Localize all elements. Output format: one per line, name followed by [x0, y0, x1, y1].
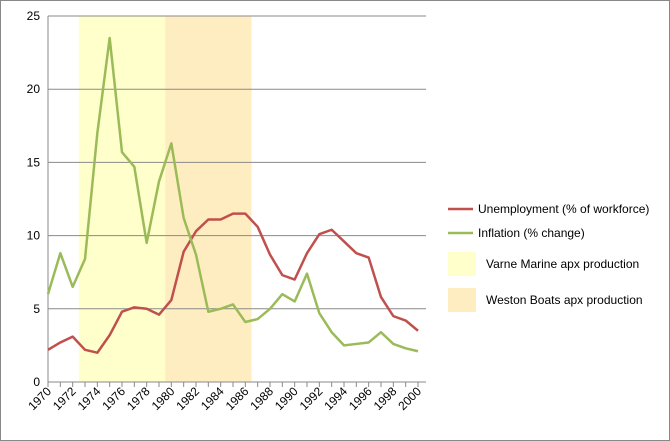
x-tick-label: 1982 — [173, 384, 202, 413]
x-tick-label: 1974 — [75, 384, 104, 413]
y-tick-label: 0 — [33, 375, 40, 389]
x-tick-label: 1972 — [50, 384, 79, 413]
band-0 — [78, 16, 166, 382]
y-tick-label: 20 — [27, 82, 41, 96]
legend-band-swatch-1 — [448, 288, 476, 312]
legend-label: Inflation (% change) — [478, 226, 585, 240]
y-tick-label: 10 — [27, 229, 41, 243]
y-tick-label: 15 — [27, 155, 41, 169]
y-tick-label: 25 — [27, 9, 41, 23]
x-tick-label: 1996 — [346, 384, 375, 413]
x-tick-label: 1978 — [124, 384, 153, 413]
x-tick-label: 1998 — [371, 384, 400, 413]
legend-band-swatch-0 — [448, 252, 476, 276]
x-tick-label: 1986 — [223, 384, 252, 413]
x-tick-label: 2000 — [395, 384, 424, 413]
band-1 — [165, 16, 252, 382]
legend-label: Unemployment (% of workforce) — [478, 202, 649, 216]
x-tick-label: 1988 — [247, 384, 276, 413]
x-tick-label: 1990 — [272, 384, 301, 413]
legend-label: Weston Boats apx production — [486, 293, 643, 307]
x-tick-label: 1984 — [198, 384, 227, 413]
x-tick-label: 1976 — [99, 384, 128, 413]
x-tick-label: 1994 — [321, 384, 350, 413]
x-tick-label: 1970 — [25, 384, 54, 413]
y-tick-label: 5 — [33, 302, 40, 316]
x-tick-label: 1992 — [297, 384, 326, 413]
x-tick-label: 1980 — [149, 384, 178, 413]
legend-label: Varne Marine apx production — [486, 257, 639, 271]
